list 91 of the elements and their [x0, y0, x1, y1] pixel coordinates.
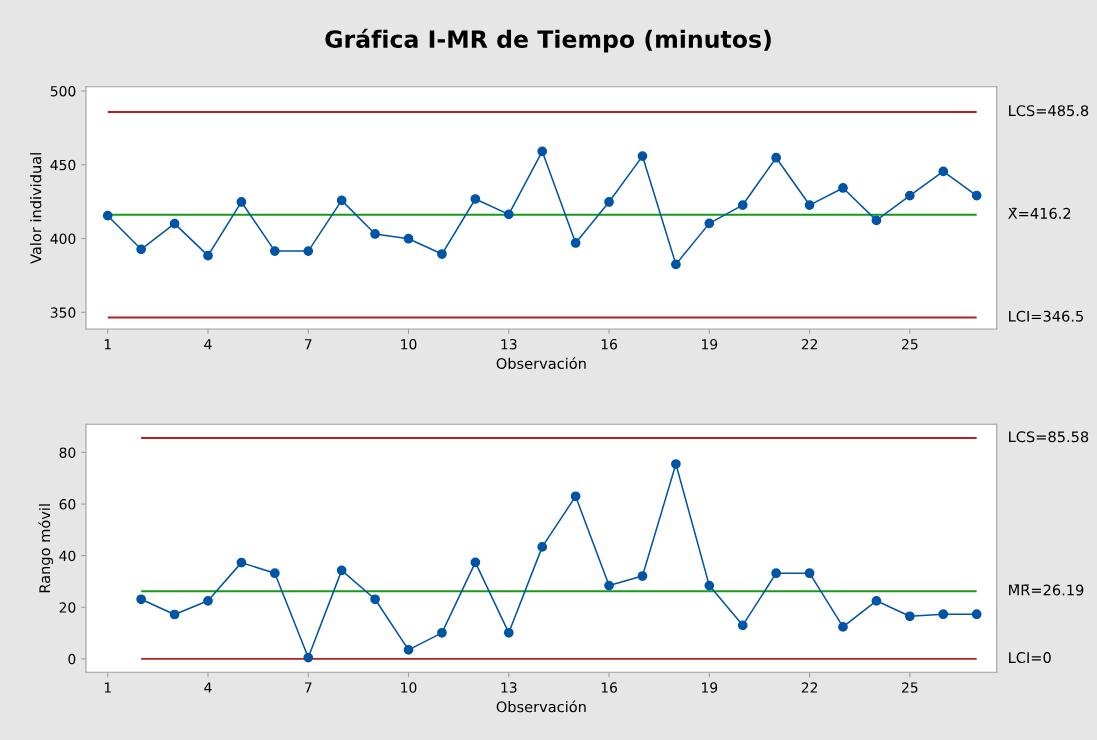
- point: [136, 594, 147, 605]
- point: [169, 609, 180, 620]
- y-tick-label: 350: [50, 307, 76, 318]
- ref-line-label: LCI=346.5: [1009, 310, 1083, 322]
- ref-line-label: LCI=0: [1009, 652, 1051, 664]
- x-tick-label: 13: [501, 338, 517, 350]
- y-axis-title: Valor individual: [30, 153, 42, 264]
- y-tick-label: 450: [50, 159, 76, 171]
- ref-line-label: X̄=416.2: [1008, 207, 1071, 219]
- point: [203, 250, 213, 261]
- point: [269, 246, 280, 256]
- point: [871, 595, 882, 606]
- point: [470, 557, 481, 568]
- point: [236, 557, 247, 568]
- ref-line-label: LCS=85.58: [1009, 431, 1089, 443]
- point: [938, 609, 949, 620]
- point: [203, 595, 213, 606]
- x-tick-label: 10: [401, 682, 417, 693]
- y-tick-label: 60: [59, 499, 76, 510]
- point: [269, 568, 280, 579]
- point: [971, 609, 982, 620]
- x-tick-label: 25: [902, 682, 918, 693]
- point: [704, 580, 715, 591]
- point: [437, 627, 447, 638]
- y-tick-label: 0: [68, 653, 76, 665]
- point: [102, 210, 113, 221]
- ref-line-label: M̄R̄=26.19: [1009, 584, 1084, 596]
- point: [403, 233, 414, 244]
- x-tick-label: 16: [601, 682, 618, 693]
- point: [971, 190, 982, 201]
- x-tick-label: 25: [902, 338, 918, 350]
- point: [303, 652, 314, 663]
- x-tick-label: 19: [702, 682, 718, 693]
- point: [704, 218, 715, 229]
- x-tick-label: 10: [401, 338, 417, 350]
- point: [637, 571, 648, 581]
- y-tick-label: 80: [59, 447, 76, 458]
- point: [904, 611, 915, 622]
- x-tick-label: 13: [501, 682, 517, 693]
- point: [303, 246, 314, 256]
- x-tick-label: 19: [702, 338, 718, 350]
- point: [671, 259, 681, 270]
- point: [537, 542, 548, 552]
- point: [637, 151, 648, 161]
- point: [370, 229, 380, 239]
- point: [938, 166, 949, 177]
- y-tick-label: 20: [59, 602, 76, 613]
- point: [503, 209, 514, 220]
- point: [437, 249, 447, 259]
- x-axis-title: Observación: [496, 357, 586, 370]
- point: [838, 183, 848, 193]
- point: [671, 459, 681, 469]
- x-tick-label: 22: [801, 338, 818, 350]
- x-tick-label: 1: [104, 339, 111, 350]
- point: [570, 491, 581, 502]
- point: [604, 580, 614, 591]
- point: [804, 568, 815, 579]
- x-tick-label: 4: [204, 339, 212, 350]
- x-tick-label: 16: [601, 338, 618, 350]
- x-tick-label: 22: [801, 682, 818, 693]
- point: [570, 238, 581, 248]
- y-tick-label: 40: [59, 550, 76, 562]
- x-tick-label: 4: [204, 682, 212, 693]
- point: [403, 644, 414, 655]
- point: [370, 594, 380, 605]
- point: [470, 194, 481, 204]
- ref-line-label: LCS=485.8: [1009, 105, 1089, 117]
- y-tick-label: 400: [50, 233, 76, 245]
- point: [771, 152, 782, 163]
- point: [871, 215, 882, 226]
- y-tick-label: 500: [50, 85, 76, 97]
- point: [771, 568, 782, 579]
- x-tick-label: 1: [104, 682, 111, 693]
- y-axis-title: Rango móvil: [38, 504, 54, 593]
- point: [136, 244, 147, 255]
- point: [737, 620, 748, 631]
- point: [537, 146, 548, 157]
- point: [336, 195, 347, 206]
- x-tick-label: 7: [304, 682, 312, 693]
- point: [737, 200, 748, 210]
- x-tick-label: 7: [304, 339, 312, 350]
- point: [503, 627, 514, 638]
- x-axis-title: Observación: [496, 700, 586, 713]
- point: [236, 197, 247, 207]
- point: [336, 565, 347, 576]
- chart-title: Gráfica I-MR de Tiempo (minutos): [325, 28, 771, 53]
- point: [169, 218, 180, 229]
- point: [604, 197, 614, 207]
- point: [904, 190, 915, 201]
- point: [838, 622, 848, 632]
- point: [804, 200, 815, 210]
